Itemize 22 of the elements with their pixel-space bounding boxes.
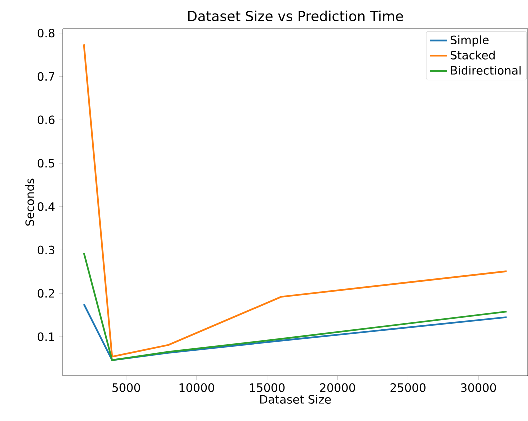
y-tick-label: 0.2 (38, 289, 54, 298)
legend-label: Bidirectional (451, 66, 521, 75)
x-axis-title: Dataset Size (260, 395, 332, 404)
x-tick-label: 25000 (390, 384, 426, 392)
x-tick-label: 15000 (250, 384, 285, 392)
y-tick-label: 0.4 (38, 202, 55, 212)
y-tick-label: 0.6 (38, 116, 55, 124)
y-axis-title: Seconds (25, 178, 34, 226)
legend-label: Simple (450, 36, 489, 47)
y-tick-label: 0.5 (38, 159, 54, 168)
chart-title: Dataset Size vs Prediction Time (188, 10, 404, 22)
y-tick-label: 0.8 (38, 29, 55, 38)
y-tick-label: 0.1 (38, 332, 54, 342)
y-tick-label: 0.7 (38, 72, 54, 82)
x-tick-label: 30000 (461, 384, 496, 392)
line-series (83, 252, 508, 362)
x-tick-label: 10000 (180, 384, 214, 392)
x-tick-label: 20000 (320, 384, 356, 392)
line-series (83, 304, 508, 362)
legend-label: Stacked (450, 50, 495, 60)
x-tick-label: 5000 (112, 384, 140, 392)
y-tick-label: 0.3 (38, 246, 55, 255)
